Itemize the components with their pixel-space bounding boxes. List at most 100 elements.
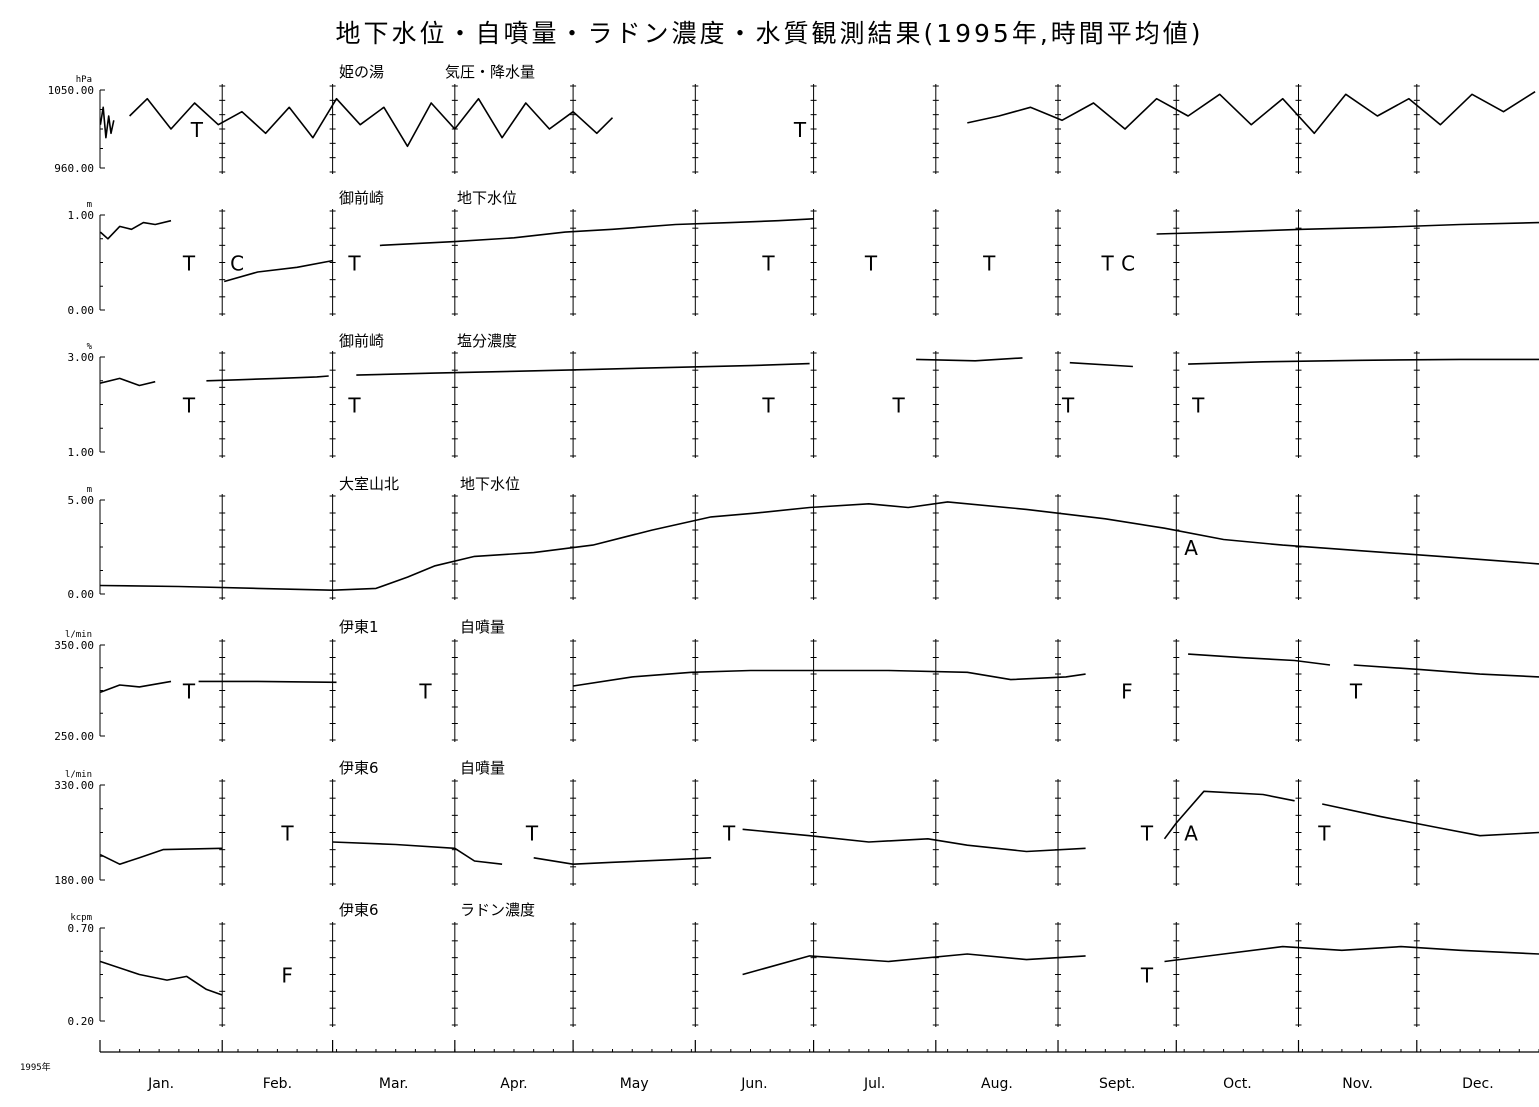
y-tick-label-bottom: 0.20 (68, 1015, 95, 1028)
event-mark: T (182, 394, 196, 418)
y-unit-label: % (87, 342, 93, 352)
x-tick-label: Jun. (740, 1076, 767, 1092)
x-tick-label: Jan. (147, 1076, 174, 1092)
series-line-pressure-2 (967, 91, 1536, 135)
x-tick-label: Feb. (263, 1076, 292, 1092)
series-line-omaezaki-salinity-0 (100, 377, 156, 387)
year-label: 1995年 (20, 1061, 51, 1073)
x-tick-label: Nov. (1342, 1076, 1373, 1092)
series-line-ito6-flow-5 (1322, 803, 1539, 837)
x-tick-label: Mar. (379, 1076, 409, 1092)
event-mark: T (182, 680, 196, 704)
y-tick-label-top: 3.00 (68, 351, 95, 364)
event-mark: F (281, 964, 293, 988)
panel-station-label: 御前崎 (339, 189, 384, 207)
series-line-omaezaki-level-0 (99, 219, 172, 240)
panel-station-label: 御前崎 (339, 332, 384, 350)
y-tick-label-top: 1050.00 (48, 84, 94, 97)
panel-variable-label: 自噴量 (460, 618, 505, 636)
y-tick-label-top: 1.00 (68, 209, 95, 222)
series-line-ito6-radon-2 (1164, 945, 1539, 963)
series-line-omaezaki-level-1 (223, 259, 333, 283)
y-tick-label-bottom: 960.00 (54, 162, 94, 175)
y-unit-label: l/min (65, 630, 92, 640)
event-mark: T (1061, 394, 1075, 418)
series-line-ito6-radon-0 (100, 960, 223, 996)
series-line-ito1-flow-0 (100, 680, 172, 694)
event-mark: T (347, 252, 361, 276)
event-mark: T (793, 118, 807, 142)
x-tick-label: May (620, 1076, 649, 1092)
panel-station-label: 伊東1 (339, 618, 379, 636)
event-mark: T (1317, 822, 1331, 846)
y-tick-label-bottom: 0.00 (68, 304, 95, 317)
series-line-ito6-flow-0 (100, 847, 223, 866)
panel-variable-label: ラドン濃度 (460, 901, 535, 919)
x-tick-label: Apr. (500, 1076, 527, 1092)
series-line-omaezaki-salinity-4 (1069, 361, 1133, 368)
y-tick-label-top: 0.70 (68, 922, 95, 935)
series-line-omuroyama-level-0 (100, 501, 1539, 592)
series-line-ito6-flow-3 (742, 828, 1086, 853)
series-line-omaezaki-salinity-3 (916, 357, 1023, 362)
x-tick-label: Dec. (1462, 1076, 1494, 1092)
event-mark: F (1121, 680, 1133, 704)
panel-variable-label: 地下水位 (457, 189, 517, 207)
event-mark: T (864, 252, 878, 276)
y-tick-label-bottom: 250.00 (54, 730, 94, 743)
panel-variable-label: 気圧・降水量 (445, 63, 535, 81)
series-line-ito6-radon-1 (742, 953, 1086, 976)
event-mark: T (891, 394, 905, 418)
y-tick-label-top: 350.00 (54, 639, 94, 652)
panel-station-label: 大室山北 (339, 475, 399, 493)
series-line-ito6-flow-2 (533, 857, 712, 866)
series-line-omaezaki-salinity-5 (1188, 358, 1539, 365)
event-mark: T (1191, 394, 1205, 418)
series-line-ito1-flow-1 (198, 680, 337, 684)
series-line-pressure-1 (129, 97, 614, 148)
y-tick-label-bottom: 1.00 (68, 446, 95, 459)
event-mark: T (1140, 822, 1154, 846)
y-tick-label-bottom: 180.00 (54, 874, 94, 887)
x-tick-label: Aug. (981, 1076, 1013, 1092)
y-tick-label-top: 5.00 (68, 494, 95, 507)
event-mark: T (190, 118, 204, 142)
panel-station-label: 伊東6 (339, 759, 379, 777)
event-mark: T (347, 394, 361, 418)
y-unit-label: hPa (76, 75, 92, 85)
event-mark: T (525, 822, 539, 846)
event-mark: T (182, 252, 196, 276)
x-tick-label: Oct. (1223, 1076, 1252, 1092)
panel-station-label: 伊東6 (339, 901, 379, 919)
series-line-ito1-flow-4 (1353, 664, 1539, 678)
series-line-omaezaki-salinity-1 (206, 375, 329, 382)
y-unit-label: l/min (65, 770, 92, 780)
event-mark: T (1100, 252, 1114, 276)
series-line-ito6-flow-4 (1163, 790, 1295, 840)
event-mark: T (761, 394, 775, 418)
event-mark: C (1121, 252, 1135, 276)
series-line-ito6-flow-1 (332, 841, 503, 865)
panel-variable-label: 塩分濃度 (457, 332, 517, 350)
x-tick-label: Sept. (1099, 1076, 1135, 1092)
event-mark: T (418, 680, 432, 704)
event-mark: T (722, 822, 736, 846)
y-tick-label-bottom: 0.00 (68, 588, 95, 601)
event-mark: A (1184, 536, 1198, 560)
event-mark: T (982, 252, 996, 276)
series-line-omaezaki-salinity-2 (356, 362, 810, 376)
series-line-omaezaki-level-2 (379, 218, 814, 247)
series-line-ito1-flow-2 (572, 669, 1086, 687)
y-unit-label: m (87, 200, 92, 210)
event-mark: T (761, 252, 775, 276)
series-line-ito1-flow-3 (1188, 653, 1331, 666)
event-mark: T (280, 822, 294, 846)
series-line-omaezaki-level-3 (1156, 221, 1539, 235)
series-line-pressure-0 (99, 106, 115, 139)
event-mark: C (230, 252, 244, 276)
event-mark: A (1184, 822, 1198, 846)
y-tick-label-top: 330.00 (54, 779, 94, 792)
chart-title: 地下水位・自噴量・ラドン濃度・水質観測結果(1995年,時間平均値) (335, 19, 1204, 48)
panel-variable-label: 地下水位 (460, 475, 520, 493)
